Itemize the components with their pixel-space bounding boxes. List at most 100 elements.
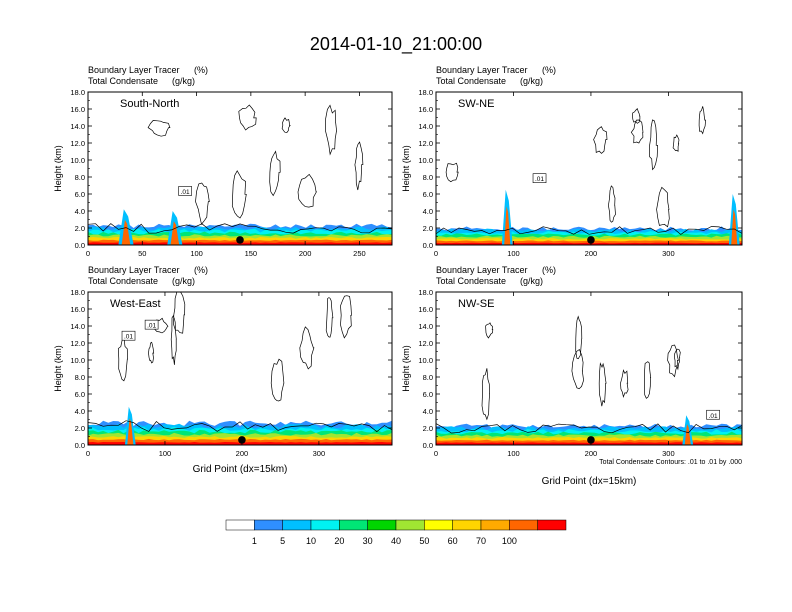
condensate-contour: [667, 344, 679, 378]
panel-sw-ne: Boundary Layer Tracer (%) Total Condensate…: [401, 65, 743, 258]
plot-frame: [87, 91, 393, 246]
y-axis-label: Height (km): [401, 145, 411, 192]
x-axis-label: Grid Point (dx=15km): [193, 464, 288, 475]
colorbar-swatch: [310, 519, 340, 531]
colorbar-swatch: [452, 519, 482, 531]
plot-frame: [435, 91, 743, 246]
subtitle-tracer: Boundary Layer Tracer: [88, 65, 180, 75]
colorbar-label: 40: [391, 536, 401, 546]
contour-label-box: [706, 409, 720, 420]
subtitle-tracer: Boundary Layer Tracer: [88, 265, 180, 275]
subtitle-tracer: Boundary Layer Tracer: [436, 265, 528, 275]
subtitle-tracer: Boundary Layer Tracer: [436, 65, 528, 75]
condensate-contour: [575, 315, 583, 360]
y-tick-label: 2.0: [423, 424, 433, 433]
y-tick-label: 16.0: [70, 305, 85, 314]
y-tick-label: 18.0: [418, 288, 433, 297]
y-tick-label: 16.0: [418, 105, 433, 114]
figure-title: 2014-01-10_21:00:00: [310, 34, 482, 55]
subtitle-condensate-unit: (g/kg): [520, 76, 543, 86]
contour-label-box: [144, 319, 159, 330]
condensate-contour: [445, 162, 459, 183]
condensate-contour: [481, 368, 490, 421]
y-tick-label: 14.0: [418, 322, 433, 331]
y-tick-label: 12.0: [418, 339, 433, 348]
x-tick-label: 100: [507, 249, 520, 258]
y-tick-label: 8.0: [75, 373, 85, 382]
condensate-contour: [88, 420, 392, 433]
x-tick-label: 300: [662, 449, 675, 458]
panel-label: SW-NE: [458, 98, 494, 110]
y-tick-label: 18.0: [70, 88, 85, 97]
y-tick-label: 16.0: [418, 305, 433, 314]
location-marker: [587, 436, 595, 444]
y-tick-label: 12.0: [418, 139, 433, 148]
y-tick-label: 12.0: [70, 139, 85, 148]
y-tick-label: 2.0: [423, 224, 433, 233]
y-tick-label: 10.0: [70, 356, 85, 365]
colorbar-label: 20: [334, 536, 344, 546]
subtitle-tracer-unit: (%): [542, 265, 556, 275]
condensate-contour: [269, 150, 281, 197]
y-tick-label: 18.0: [70, 288, 85, 297]
condensate-contour: [649, 119, 658, 171]
y-tick-label: 2.0: [75, 224, 85, 233]
colorbar-label: 100: [502, 536, 517, 546]
tracer-field: [436, 106, 742, 245]
tracer-field: [436, 315, 742, 445]
colorbar-swatch: [537, 519, 567, 531]
x-tick-label: 0: [86, 449, 90, 458]
y-tick-label: 8.0: [423, 173, 433, 182]
subtitle-condensate-unit: (g/kg): [520, 276, 543, 286]
x-axis-label: Grid Point (dx=15km): [542, 476, 637, 487]
colorbar-label: 5: [280, 536, 285, 546]
condensate-contour: [620, 369, 629, 399]
y-tick-label: 0.0: [423, 241, 433, 250]
location-marker: [236, 236, 244, 244]
y-tick-label: 8.0: [423, 373, 433, 382]
colorbar-swatch: [509, 519, 538, 531]
y-tick-label: 4.0: [423, 207, 433, 216]
x-tick-label: 200: [585, 249, 598, 258]
y-tick-label: 4.0: [75, 407, 85, 416]
panel-west-east: Boundary Layer Tracer (%) Total Condensate…: [53, 265, 393, 475]
tracer-plume-core: [121, 220, 131, 245]
colorbar-label: 50: [419, 536, 429, 546]
contour-label: .01: [147, 323, 156, 330]
tracer-plume-core: [504, 206, 511, 245]
condensate-contour: [630, 119, 644, 144]
y-axis-label: Height (km): [53, 145, 63, 192]
condensate-contour: [173, 292, 186, 334]
x-tick-label: 250: [353, 249, 366, 258]
colorbar-swatch: [424, 519, 453, 531]
condensate-contour: [571, 348, 584, 390]
condensate-contour: [698, 106, 706, 135]
condensate-contour: [436, 423, 742, 434]
colorbar-label: 1: [252, 536, 257, 546]
condensate-contour: [354, 141, 364, 191]
colorbar-swatch: [367, 519, 397, 531]
y-tick-label: 6.0: [75, 390, 85, 399]
colorbar-swatch: [225, 519, 255, 531]
condensate-contour: [238, 104, 257, 131]
tracer-field: [88, 104, 392, 245]
y-tick-label: 10.0: [70, 156, 85, 165]
contour-label: .01: [181, 189, 190, 196]
contour-label-2-box: [121, 330, 136, 341]
condensate-contour: [147, 120, 171, 137]
condensate-contour: [270, 358, 285, 402]
subtitle-condensate: Total Condensate: [88, 276, 158, 286]
condensate-contour: [608, 185, 616, 223]
y-tick-label: 12.0: [70, 339, 85, 348]
y-tick-label: 14.0: [70, 322, 85, 331]
x-tick-label: 200: [585, 449, 598, 458]
tracer-plume-core: [170, 221, 180, 245]
x-tick-label: 100: [190, 249, 203, 258]
contour-label: .01: [709, 413, 718, 420]
x-tick-label: 200: [236, 449, 249, 458]
condensate-contour: [672, 134, 680, 152]
tracer-plume-core: [731, 209, 738, 245]
y-tick-label: 14.0: [70, 122, 85, 131]
colorbar: 1 5 10 20 30 40 50 60 70 100: [225, 519, 567, 546]
condensate-contour: [485, 322, 494, 339]
